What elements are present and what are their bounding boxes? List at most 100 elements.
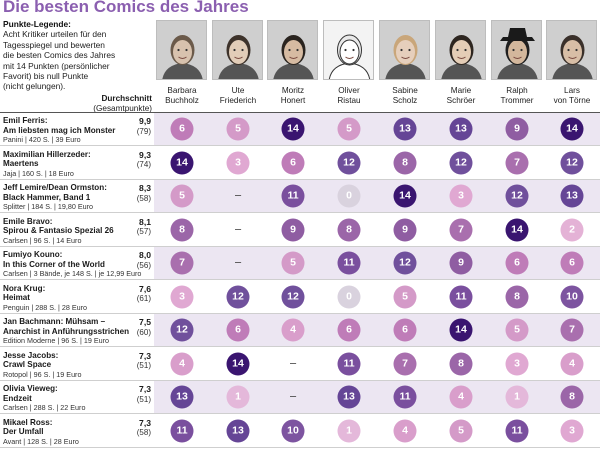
score-badge: 11 xyxy=(449,285,473,308)
average-header-subtitle: (Gesamtpunkte) xyxy=(93,104,152,113)
comic-row: Olivia Vieweg: Endzeit Carlsen | 288 S. | … xyxy=(0,381,600,414)
row-divider xyxy=(0,346,600,347)
score-cell: 6 xyxy=(542,247,600,279)
score-cell: 14 xyxy=(263,113,323,145)
score-badge: 6 xyxy=(560,251,584,275)
comic-author: Olivia Vieweg: xyxy=(3,384,58,393)
score-badge: 5 xyxy=(337,117,361,141)
critic-first-name: Moritz xyxy=(281,86,305,95)
score-badge: 6 xyxy=(393,318,417,342)
critic-last-name: Ristau xyxy=(337,96,361,105)
score-badge: 4 xyxy=(449,385,473,409)
score-cell: 14 xyxy=(542,113,600,145)
score-badge: 4 xyxy=(560,352,584,375)
score-cell: 11 xyxy=(487,415,547,447)
comic-title: Crawl Space xyxy=(3,360,52,370)
score-badge: 3 xyxy=(449,184,473,208)
score-cell: 3 xyxy=(542,415,600,447)
score-badge: 0 xyxy=(337,184,361,208)
critic-portrait xyxy=(267,20,318,80)
score-cell: 3 xyxy=(152,281,212,313)
score-cell: 12 xyxy=(487,180,547,212)
critic-first-name: Ute xyxy=(231,86,245,95)
critic-name: Marie Schröer xyxy=(431,86,491,106)
average-header-title: Durchschnitt xyxy=(101,94,153,103)
critic-name: Sabine Scholz xyxy=(375,86,435,106)
score-cell: 9 xyxy=(375,214,435,246)
score-cell: 5 xyxy=(375,281,435,313)
score-cell: 7 xyxy=(542,314,600,346)
total-points: (51) xyxy=(136,361,151,370)
score-badge: 12 xyxy=(337,151,361,174)
critic-name: Moritz Honert xyxy=(263,86,323,106)
comic-title: Endzeit xyxy=(3,393,32,403)
score-cell: 14 xyxy=(208,348,268,380)
critic-portrait xyxy=(379,20,430,80)
score-cell: 6 xyxy=(208,314,268,346)
critic-portrait xyxy=(435,20,486,80)
total-points: (61) xyxy=(136,294,151,303)
score-cell: 12 xyxy=(319,147,379,179)
score-badge: 11 xyxy=(393,385,417,409)
average-score: 7,6 xyxy=(139,283,151,294)
total-points: (79) xyxy=(136,126,151,136)
critic-name: Lars von Törne xyxy=(542,86,600,106)
critic-last-name: Trommer xyxy=(500,96,534,105)
average-score: 9,9 xyxy=(139,116,151,126)
score-cell: 10 xyxy=(542,281,600,313)
total-points: (58) xyxy=(136,193,151,203)
score-cell: 10 xyxy=(263,415,323,447)
score-cell: 8 xyxy=(375,147,435,179)
total-points: (58) xyxy=(136,428,151,437)
score-cell: 0 xyxy=(319,180,379,212)
score-cell: 4 xyxy=(375,415,435,447)
score-cell: 11 xyxy=(263,180,323,212)
total-points: (74) xyxy=(136,160,151,169)
score-badge: 12 xyxy=(505,184,529,208)
score-cell: 6 xyxy=(263,147,323,179)
score-badge: 6 xyxy=(170,117,194,141)
average-score: 8,1 xyxy=(139,216,151,227)
score-cell: 8 xyxy=(431,348,491,380)
score-cell: 12 xyxy=(152,314,212,346)
comic-title: Heimat xyxy=(3,293,30,303)
score-cell: 5 xyxy=(152,180,212,212)
average-score: 8,0 xyxy=(139,250,151,260)
score-badge: 5 xyxy=(449,419,473,442)
score-cell: 13 xyxy=(319,381,379,413)
score-cell: 7 xyxy=(375,348,435,380)
critic-portrait xyxy=(491,20,542,80)
legend-line: Favorit) bis null Punkte xyxy=(3,71,89,82)
critic-last-name: Friederich xyxy=(219,96,257,105)
total-points: (57) xyxy=(136,227,151,236)
score-badge: 7 xyxy=(449,218,473,241)
score-cell: 9 xyxy=(263,214,323,246)
legend-heading: Punkte-Legende: xyxy=(3,19,71,29)
score-cell: 4 xyxy=(152,348,212,380)
score-cell: – xyxy=(263,348,323,380)
row-divider xyxy=(0,446,600,448)
comic-author: Nora Krug: xyxy=(3,283,46,293)
critic-last-name: Honert xyxy=(280,96,306,105)
score-badge: 9 xyxy=(505,117,529,141)
no-score-dash: – xyxy=(234,189,242,202)
score-badge: 7 xyxy=(393,352,417,375)
score-cell: – xyxy=(208,214,268,246)
score-cell: 9 xyxy=(431,247,491,279)
comic-row: Jan Bachmann: Mühsam – Anarchist in Anfüh… xyxy=(0,314,600,347)
score-cell: 0 xyxy=(319,281,379,313)
score-cell: 5 xyxy=(263,247,323,279)
score-badge: 6 xyxy=(337,318,361,342)
legend-line: mit 14 Punkten (persönlicher xyxy=(3,60,110,71)
score-cell: 13 xyxy=(152,381,212,413)
score-cell: 12 xyxy=(375,247,435,279)
score-cell: 3 xyxy=(487,348,547,380)
legend-line: Tagesspiegel und bewerten xyxy=(3,39,105,50)
score-badge: 9 xyxy=(393,218,417,241)
comic-publisher-info: Panini | 420 S. | 39 Euro xyxy=(3,135,81,145)
score-badge: 10 xyxy=(560,285,584,308)
no-score-dash: – xyxy=(289,356,297,369)
score-cell: 1 xyxy=(487,381,547,413)
average-score: 7,3 xyxy=(139,384,151,394)
score-badge: 12 xyxy=(560,151,584,174)
